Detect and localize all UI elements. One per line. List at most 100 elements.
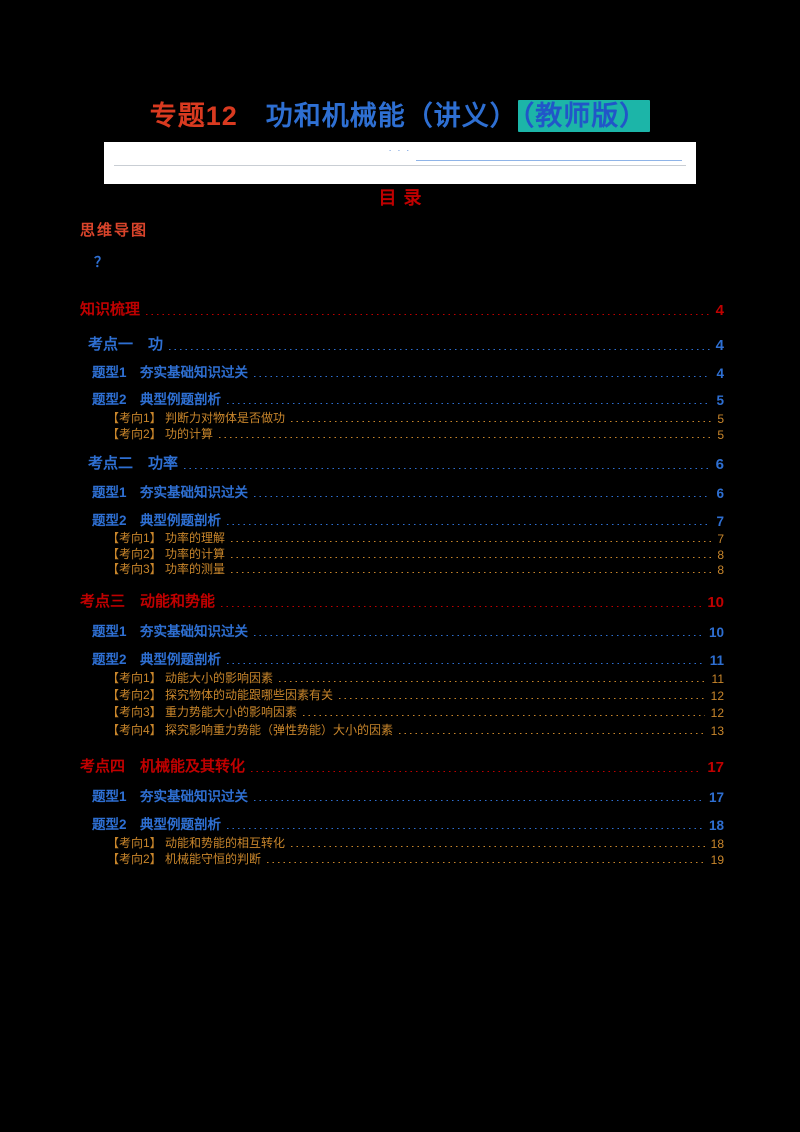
toc-page-number: 17 bbox=[708, 790, 724, 805]
toc-page-number: 7 bbox=[717, 532, 724, 546]
title-teacher-edition-badge: （教师版） bbox=[517, 100, 651, 132]
dot-leader bbox=[227, 403, 711, 404]
toc-entry-label: 题型1 夯实基础知识过关 bbox=[92, 365, 249, 380]
toc-entry[interactable]: 【考向1】 动能大小的影响因素 11 bbox=[80, 669, 724, 686]
toc-entry[interactable]: 【考向2】 探究物体的动能跟哪些因素有关 12 bbox=[80, 686, 724, 703]
toc-page-number: 6 bbox=[716, 486, 724, 501]
toc-page-number: 10 bbox=[708, 625, 724, 640]
dot-leader bbox=[219, 437, 712, 438]
dot-leader bbox=[227, 524, 711, 525]
dot-leader bbox=[169, 349, 710, 350]
toc-entry[interactable]: 题型2 典型例题剖析 18 bbox=[80, 813, 724, 833]
dot-leader bbox=[227, 828, 703, 829]
toc-entry[interactable]: 【考向1】 判断力对物体是否做功 5 bbox=[80, 409, 724, 426]
toc-entry[interactable]: 题型1 夯实基础知识过关 17 bbox=[80, 785, 724, 805]
toc-entry-label: 【考向3】 功率的测量 bbox=[107, 562, 226, 576]
dot-leader bbox=[254, 800, 703, 801]
toc-entry-label: 题型2 典型例题剖析 bbox=[92, 392, 222, 407]
toc-entry[interactable]: 考点三 动能和势能 10 bbox=[80, 590, 724, 611]
toc-page-number: 11 bbox=[711, 672, 724, 686]
toc-entry[interactable]: 题型1 夯实基础知识过关 10 bbox=[80, 620, 724, 640]
toc-entry-label: 题型1 夯实基础知识过关 bbox=[92, 485, 249, 500]
toc-entry[interactable]: 【考向1】 动能和势能的相互转化 18 bbox=[80, 834, 724, 851]
dot-leader bbox=[227, 663, 704, 664]
dot-leader bbox=[231, 572, 712, 573]
toc-entry[interactable]: 考点四 机械能及其转化 17 bbox=[80, 755, 724, 776]
dot-leader bbox=[254, 376, 711, 377]
toc-page-number: 4 bbox=[715, 337, 724, 354]
toc-entry[interactable]: 【考向2】 功的计算 5 bbox=[80, 425, 724, 442]
toc-entry[interactable]: 考点二 功率 6 bbox=[80, 452, 724, 473]
toc-page-number: 7 bbox=[716, 514, 724, 529]
dot-leader bbox=[291, 846, 705, 847]
toc-page-number: 5 bbox=[716, 393, 724, 408]
divider-strip: · · · bbox=[104, 142, 696, 184]
toc-page-number: 18 bbox=[710, 837, 724, 851]
dot-leader bbox=[231, 541, 712, 542]
toc-entry-label: 【考向4】 探究影响重力势能（弹性势能）大小的因素 bbox=[107, 723, 394, 737]
toc-page-number: 5 bbox=[717, 428, 724, 442]
divider-line-gray bbox=[114, 165, 686, 166]
toc-page-number: 4 bbox=[716, 366, 724, 381]
toc-entry-label: 知识梳理 bbox=[80, 301, 141, 318]
dot-leader bbox=[279, 681, 706, 682]
dot-leader bbox=[221, 606, 702, 607]
toc-entry-label: 题型2 典型例题剖析 bbox=[92, 817, 222, 832]
toc-entry[interactable]: 【考向1】 功率的理解 7 bbox=[80, 529, 724, 546]
image-placeholder-icon: ？ bbox=[94, 254, 108, 270]
toc-entry[interactable]: 【考向3】 功率的测量 8 bbox=[80, 560, 724, 577]
toc-entry-label: 考点四 机械能及其转化 bbox=[80, 758, 246, 775]
toc-page-number: 19 bbox=[710, 853, 724, 867]
dot-leader bbox=[184, 468, 710, 469]
toc-page-number: 5 bbox=[717, 412, 724, 426]
dot-leader bbox=[231, 557, 712, 558]
contents-heading: 目录 bbox=[378, 188, 429, 208]
divider-small-marks: · · · bbox=[388, 146, 412, 155]
toc-entry[interactable]: 【考向2】 机械能守恒的判断 19 bbox=[80, 850, 724, 867]
toc-page-number: 13 bbox=[710, 724, 724, 738]
dot-leader bbox=[146, 314, 710, 315]
table-of-contents: 知识梳理 4 考点一 功 4 题型1 夯实基础知识过关 4 题型2 典型例题剖析… bbox=[80, 0, 724, 1132]
dot-leader bbox=[303, 715, 705, 716]
toc-entry[interactable]: 【考向3】 重力势能大小的影响因素 12 bbox=[80, 703, 724, 720]
dot-leader bbox=[339, 698, 705, 699]
dot-leader bbox=[399, 733, 705, 734]
title-main-text: 功和机械能（讲义） bbox=[237, 101, 518, 131]
toc-entry-label: 题型2 典型例题剖析 bbox=[92, 652, 222, 667]
toc-entry-label: 考点二 功率 bbox=[88, 455, 179, 472]
toc-entry-label: 题型1 夯实基础知识过关 bbox=[92, 789, 249, 804]
toc-page-number: 8 bbox=[717, 563, 724, 577]
toc-page-number: 18 bbox=[708, 818, 724, 833]
toc-entry[interactable]: 题型2 典型例题剖析 11 bbox=[80, 648, 724, 668]
toc-entry-label: 【考向2】 机械能守恒的判断 bbox=[107, 852, 262, 866]
toc-entry-label: 【考向1】 功率的理解 bbox=[107, 531, 226, 545]
toc-entry-label: 题型2 典型例题剖析 bbox=[92, 513, 222, 528]
toc-page-number: 12 bbox=[710, 689, 724, 703]
toc-entry-label: 【考向1】 动能和势能的相互转化 bbox=[107, 836, 286, 850]
toc-entry[interactable]: 知识梳理 4 bbox=[80, 298, 724, 319]
toc-entry[interactable]: 题型1 夯实基础知识过关 4 bbox=[80, 361, 724, 381]
toc-entry[interactable]: 题型1 夯实基础知识过关 6 bbox=[80, 481, 724, 501]
dot-leader bbox=[254, 635, 703, 636]
toc-entry[interactable]: 题型2 典型例题剖析 7 bbox=[80, 509, 724, 529]
dot-leader bbox=[254, 496, 711, 497]
toc-entry-label: 【考向1】 判断力对物体是否做功 bbox=[107, 411, 286, 425]
toc-entry[interactable]: 【考向4】 探究影响重力势能（弹性势能）大小的因素 13 bbox=[80, 721, 724, 738]
pretoc-section-label: 思维导图 bbox=[80, 222, 149, 239]
toc-page-number: 12 bbox=[710, 706, 724, 720]
dot-leader bbox=[267, 862, 705, 863]
toc-entry-label: 考点三 动能和势能 bbox=[80, 593, 216, 610]
dot-leader bbox=[291, 421, 712, 422]
toc-entry[interactable]: 考点一 功 4 bbox=[80, 333, 724, 354]
title-topic-number: 专题12 bbox=[149, 101, 238, 131]
toc-page-number: 4 bbox=[715, 302, 724, 319]
document-title: 专题12 功和机械能（讲义） （教师版） bbox=[0, 94, 800, 133]
toc-page-number: 17 bbox=[707, 759, 724, 776]
dot-leader bbox=[251, 771, 702, 772]
toc-entry-label: 【考向1】 动能大小的影响因素 bbox=[107, 671, 274, 685]
toc-entry[interactable]: 题型2 典型例题剖析 5 bbox=[80, 388, 724, 408]
toc-entry-label: 考点一 功 bbox=[88, 336, 164, 353]
divider-line-blue bbox=[416, 160, 682, 161]
toc-entry[interactable]: 【考向2】 功率的计算 8 bbox=[80, 545, 724, 562]
